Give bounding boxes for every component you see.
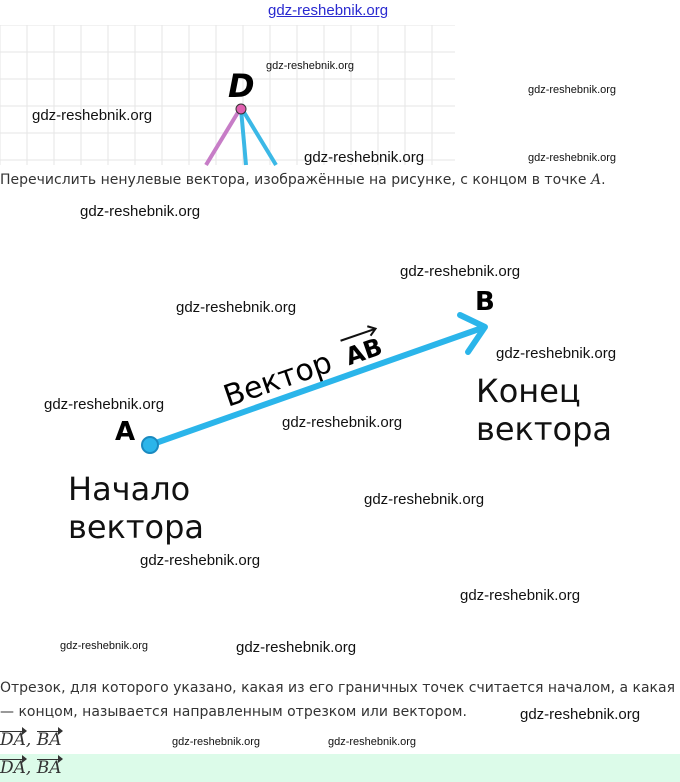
vector-line-blue-1 <box>239 108 248 166</box>
watermark: gdz-reshebnik.org <box>364 491 485 508</box>
answer-text-highlighted: DA, BA <box>0 755 63 778</box>
grid-figure: D <box>0 25 455 167</box>
watermark: gdz-reshebnik.org <box>32 107 153 124</box>
watermark: gdz-reshebnik.org <box>44 396 165 413</box>
point-d-label: D <box>228 67 255 105</box>
arrowhead <box>457 312 488 355</box>
watermark: gdz-reshebnik.org <box>528 152 617 164</box>
watermark: gdz-reshebnik.org <box>80 203 201 220</box>
watermark: gdz-reshebnik.org <box>176 299 297 316</box>
watermark: gdz-reshebnik.org <box>172 736 261 748</box>
watermark-link[interactable]: gdz-reshebnik.org <box>268 2 389 19</box>
watermark: gdz-reshebnik.org <box>496 345 617 362</box>
point-d <box>235 103 247 115</box>
watermark: gdz-reshebnik.org <box>236 639 357 656</box>
answer-text: DA, BA <box>0 727 63 750</box>
watermark: gdz-reshebnik.org <box>520 706 641 723</box>
vector-line-blue-2 <box>240 107 278 167</box>
question-text: Перечислить ненулевые вектора, изображён… <box>0 172 606 188</box>
point-a-label: A <box>115 417 135 447</box>
watermark: gdz-reshebnik.org <box>460 587 581 604</box>
watermark: gdz-reshebnik.org <box>528 84 617 96</box>
watermark: gdz-reshebnik.org <box>60 640 149 652</box>
watermark: gdz-reshebnik.org <box>266 60 355 72</box>
definition-line-1: Отрезок, для которого указано, какая из … <box>0 680 676 696</box>
watermark: gdz-reshebnik.org <box>400 263 521 280</box>
point-a <box>141 436 159 454</box>
vector-arrow <box>147 325 485 448</box>
watermark: gdz-reshebnik.org <box>140 552 261 569</box>
point-b-label: B <box>475 287 495 317</box>
vector-line-pink <box>204 107 242 167</box>
watermark: gdz-reshebnik.org <box>282 414 403 431</box>
end-caption: Конец вектора <box>476 372 613 448</box>
vector-label: Вектор <box>219 345 336 415</box>
watermark: gdz-reshebnik.org <box>304 149 425 166</box>
vector-diagram: A B Вектор AB <box>115 287 495 454</box>
definition-line-2: — концом, называется направленным отрезк… <box>0 704 467 720</box>
start-caption: Начало вектора <box>68 470 205 546</box>
watermark: gdz-reshebnik.org <box>328 736 417 748</box>
answer-highlight <box>0 754 680 782</box>
